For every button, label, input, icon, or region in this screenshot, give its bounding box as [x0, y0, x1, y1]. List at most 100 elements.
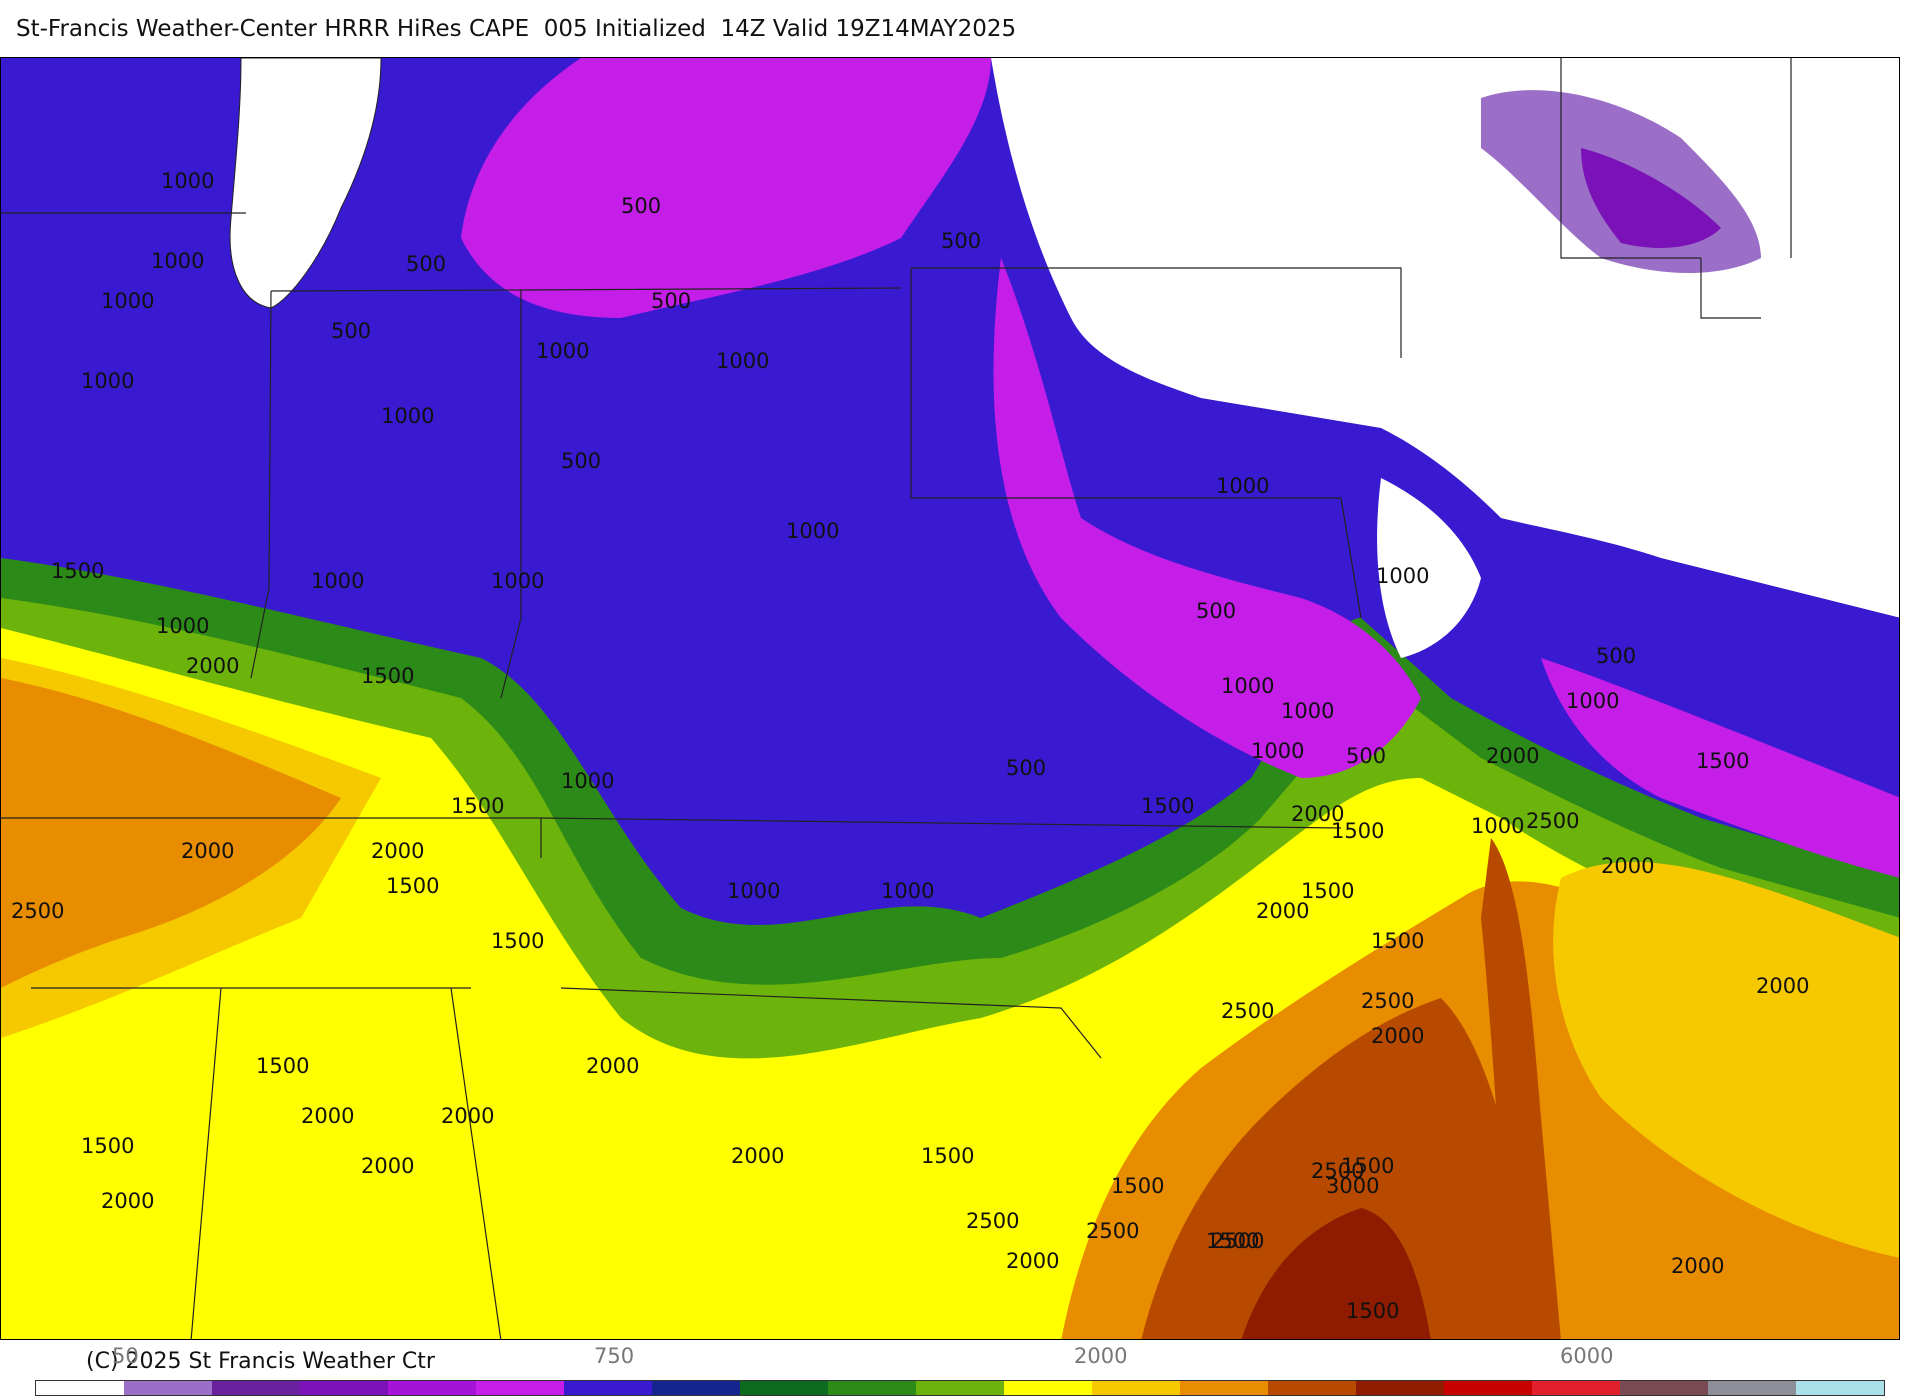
map-canvas: 1000 1000 1000 1000 500 500 500 500 500 1000 1000 1… — [1, 58, 1899, 1339]
legend-swatch-20 — [1796, 1381, 1884, 1395]
contour-label: 1500 — [921, 1144, 974, 1168]
contour-label: 1000 — [1376, 564, 1429, 588]
contour-label: 1500 — [1331, 819, 1384, 843]
magenta-ocean — [1541, 658, 1899, 878]
contour-label: 1500 — [451, 794, 504, 818]
map-title: St-Francis Weather-Center HRRR HiRes CAP… — [16, 16, 1017, 42]
contour-label: 1500 — [361, 664, 414, 688]
legend-swatch-0 — [36, 1381, 124, 1395]
color-legend-bar — [35, 1380, 1885, 1396]
legend-swatch-5 — [476, 1381, 564, 1395]
contour-label: 1500 — [1111, 1174, 1164, 1198]
legend-swatch-6 — [564, 1381, 652, 1395]
cape-map: 1000 1000 1000 1000 500 500 500 500 500 1000 1000 1… — [0, 57, 1900, 1340]
copyright-text: (C) 2025 St Francis Weather Ctr — [86, 1349, 435, 1374]
contour-label: 1000 — [311, 569, 364, 593]
contour-label: 2000 — [1601, 854, 1654, 878]
contour-labels: 1000 1000 1000 1000 500 500 500 500 500 1000 1000 1… — [11, 169, 1809, 1323]
contour-label: 500 — [621, 194, 661, 218]
contour-label: 2000 — [1291, 802, 1344, 826]
contour-label: 2000 — [101, 1189, 154, 1213]
contour-label: 2000 — [186, 654, 239, 678]
contour-label: 2000 — [301, 1104, 354, 1128]
legend-swatch-14 — [1268, 1381, 1356, 1395]
legend-swatch-3 — [300, 1381, 388, 1395]
legend-swatch-7 — [652, 1381, 740, 1395]
legend-tick-50: 50 — [112, 1344, 139, 1368]
contour-label: 1500 — [1341, 1154, 1394, 1178]
contour-label: 1500 — [51, 559, 104, 583]
legend-tick-6000: 6000 — [1560, 1344, 1614, 1368]
contour-label: 2000 — [1006, 1249, 1059, 1273]
legend-swatch-17 — [1532, 1381, 1620, 1395]
orange-gulf-stream — [1553, 861, 1899, 1258]
contour-label: 2000 — [441, 1104, 494, 1128]
contour-label: 2000 — [1671, 1254, 1724, 1278]
contour-label: 1000 — [156, 614, 209, 638]
contour-label: 1500 — [1301, 879, 1354, 903]
contour-label: 2500 — [1311, 1159, 1364, 1183]
contour-label: 2500 — [966, 1209, 1019, 1233]
contour-label: 1500 — [1206, 1229, 1259, 1253]
contour-label: 500 — [331, 319, 371, 343]
state-borders — [1, 58, 1792, 1339]
contour-label: 2500 — [1086, 1219, 1139, 1243]
contour-label: 2000 — [361, 1154, 414, 1178]
contour-label: 1000 — [381, 404, 434, 428]
brown-strip — [1481, 838, 1561, 1339]
contour-label: 2000 — [181, 839, 234, 863]
legend-swatch-9 — [828, 1381, 916, 1395]
contour-label: 1500 — [1141, 794, 1194, 818]
legend-tick-750: 750 — [594, 1344, 635, 1368]
legend-swatch-4 — [388, 1381, 476, 1395]
contour-label: 500 — [1196, 599, 1236, 623]
legend-swatch-16 — [1444, 1381, 1532, 1395]
contour-label: 1000 — [1251, 739, 1304, 763]
ocean-nodata — [1377, 478, 1481, 658]
contour-label: 500 — [406, 252, 446, 276]
contour-label: 1000 — [101, 289, 154, 313]
legend-swatch-8 — [740, 1381, 828, 1395]
legend-tick-2000: 2000 — [1074, 1344, 1128, 1368]
contour-label: 1500 — [1371, 929, 1424, 953]
contour-label: 1500 — [1346, 1299, 1399, 1323]
contour-label: 1000 — [1281, 699, 1334, 723]
contour-label: 2000 — [1486, 744, 1539, 768]
contour-label: 1000 — [881, 879, 934, 903]
contour-label: 500 — [1006, 756, 1046, 780]
contour-label: 2500 — [1361, 989, 1414, 1013]
contour-label: 1000 — [81, 369, 134, 393]
contour-label: 2000 — [1371, 1024, 1424, 1048]
contour-label: 1000 — [1216, 474, 1269, 498]
contour-label: 2500 — [11, 899, 64, 923]
contour-label: 1000 — [151, 249, 204, 273]
contour-label: 1000 — [536, 339, 589, 363]
contour-label: 2000 — [371, 839, 424, 863]
contour-label: 500 — [941, 229, 981, 253]
legend-swatch-1 — [124, 1381, 212, 1395]
contour-label: 1000 — [1471, 814, 1524, 838]
legend-swatch-12 — [1092, 1381, 1180, 1395]
contour-label: 500 — [1596, 644, 1636, 668]
contour-label: 2000 — [1756, 974, 1809, 998]
contour-label: 2000 — [731, 1144, 784, 1168]
contour-label: 500 — [561, 449, 601, 473]
contour-label: 1500 — [256, 1054, 309, 1078]
legend-swatch-19 — [1708, 1381, 1796, 1395]
legend-swatch-15 — [1356, 1381, 1444, 1395]
legend-swatch-11 — [1004, 1381, 1092, 1395]
contour-label: 2500 — [1211, 1229, 1264, 1253]
contour-label: 1000 — [1221, 674, 1274, 698]
orange-west — [1, 678, 341, 988]
contour-label: 1000 — [491, 569, 544, 593]
contour-label: 1500 — [491, 929, 544, 953]
contour-label: 2000 — [1256, 899, 1309, 923]
contour-label: 1000 — [561, 769, 614, 793]
contour-label: 500 — [651, 289, 691, 313]
contour-label: 1500 — [1696, 749, 1749, 773]
contour-label: 1500 — [81, 1134, 134, 1158]
contour-label: 1000 — [161, 169, 214, 193]
contour-label: 3000 — [1326, 1174, 1379, 1198]
contour-label: 2000 — [586, 1054, 639, 1078]
contour-label: 2500 — [1221, 999, 1274, 1023]
